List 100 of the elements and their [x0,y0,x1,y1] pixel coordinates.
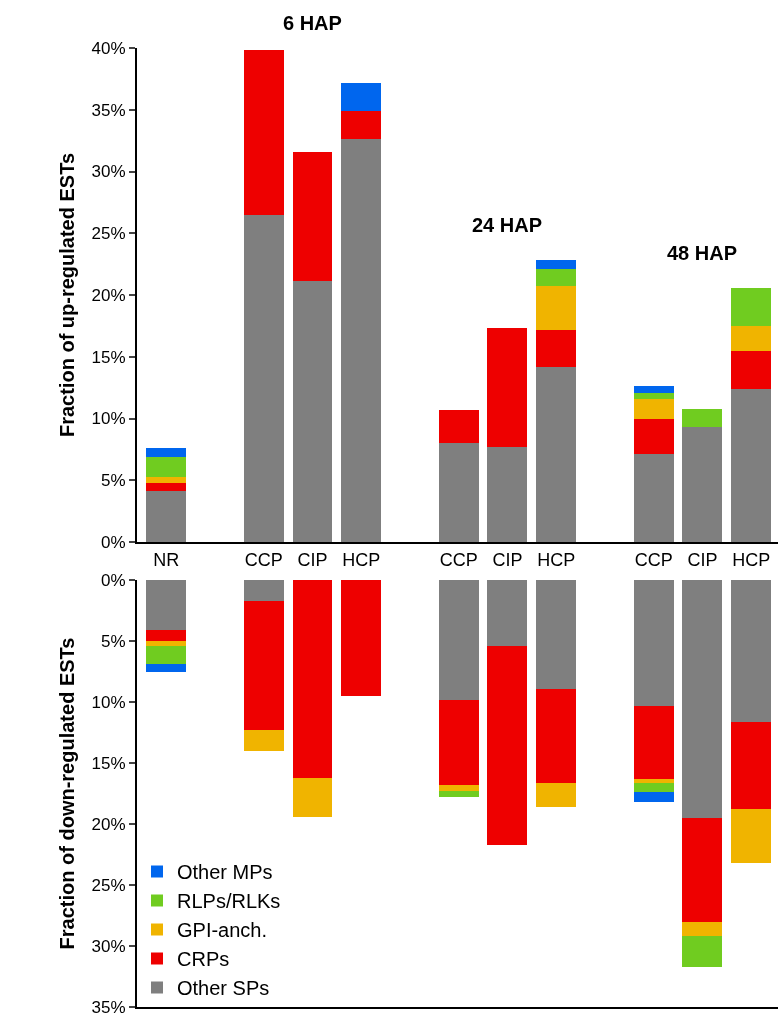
bar [487,580,528,646]
bar [682,936,723,967]
bar [341,82,382,111]
bar [536,286,577,330]
bar [536,269,577,287]
bar [146,580,187,631]
bar [487,645,528,845]
y-tick-label: 15% [91,753,126,773]
bar [633,778,674,783]
bar [536,580,577,689]
y-tick-label: 0% [101,532,126,552]
x-tick-label: CIP [297,549,328,570]
y-tick-label: 35% [91,997,126,1017]
bar [292,777,333,817]
x-tick-label: HCP [537,549,576,570]
bar [682,408,723,428]
bar [633,792,674,803]
x-tick-label: CCP [634,549,673,570]
bar [146,482,187,492]
bar [682,580,723,818]
bar [146,645,187,665]
bar [341,580,382,696]
annotation: 48 HAP [667,242,738,264]
legend-label: Other MPs [177,861,273,884]
bar [633,392,674,399]
bar [633,454,674,542]
bar [438,443,479,542]
bar [438,580,479,700]
bar [487,328,528,447]
bar [487,446,528,542]
x-tick-label: HCP [342,549,381,570]
bar [682,817,723,922]
legend-label: CRPs [177,948,230,971]
annotation: 24 HAP [472,214,543,236]
bar [438,699,479,785]
y-axis-title: Fraction of up-regulated ESTs [55,152,78,438]
y-tick-label: 30% [91,936,126,956]
bar [146,630,187,641]
y-tick-label: 0% [101,570,126,590]
bar [536,366,577,542]
x-tick-label: CCP [244,549,283,570]
bar [292,580,333,778]
bar [438,784,479,792]
bar [536,782,577,807]
bar [682,427,723,542]
x-tick-label: CIP [492,549,523,570]
bar [731,809,772,864]
bar [731,388,772,542]
bar [146,491,187,542]
y-tick-label: 35% [91,100,126,120]
y-tick-label: 25% [91,224,126,244]
bar [146,476,187,483]
bar [243,580,284,601]
y-tick-label: 25% [91,875,126,895]
y-tick-label: 15% [91,347,126,367]
bar [536,688,577,783]
y-tick-label: 20% [91,814,126,834]
bar [146,448,187,457]
x-tick-label: CIP [687,549,718,570]
bar [243,50,284,215]
bar [341,110,382,140]
y-tick-label: 10% [91,409,126,429]
bar [292,281,333,542]
bar [243,600,284,731]
x-tick-label: CCP [439,549,478,570]
bar [633,386,674,393]
y-tick-label: 30% [91,162,126,182]
bar [536,329,577,367]
bar [633,782,674,793]
bar [146,641,187,646]
bar [633,580,674,706]
bar [341,139,382,542]
y-tick-label: 10% [91,692,126,712]
x-tick-label: HCP [732,549,771,570]
bar [633,418,674,455]
bar [731,287,772,326]
legend-label: Other SPs [177,977,270,1000]
y-tick-label: 5% [101,471,126,491]
legend-label: RLPs/RLKs [177,890,281,913]
y-tick-label: 20% [91,285,126,305]
bar [731,721,772,810]
y-tick-label: 5% [101,631,126,651]
bar [731,325,772,351]
x-tick-label: NR [153,549,180,570]
bar [292,151,333,282]
bar [682,921,723,937]
y-tick-label: 40% [91,38,126,58]
text: 6 HAP [283,12,342,34]
bar [146,456,187,477]
y-axis-title: Fraction of down-regulated ESTs [55,637,78,950]
bar [633,705,674,779]
bar [633,398,674,419]
bar [146,664,187,672]
legend-label: GPI-anch. [177,919,268,942]
bar [243,730,284,751]
bar [438,409,479,444]
bar [438,791,479,798]
bar [536,260,577,270]
bar [731,580,772,722]
bar [731,350,772,389]
